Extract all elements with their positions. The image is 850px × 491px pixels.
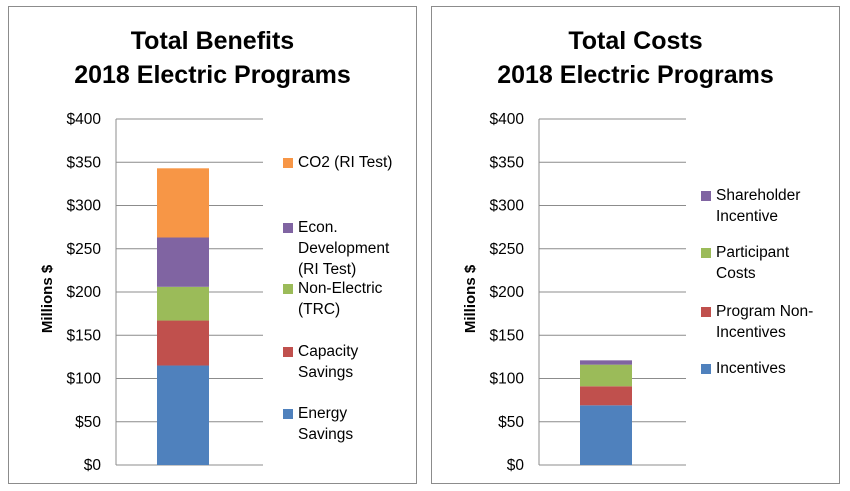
bar-segment-capacity-savings bbox=[157, 320, 209, 366]
y-tick-label: $400 bbox=[67, 111, 102, 128]
bar-segment-program-non-incentives bbox=[580, 386, 632, 406]
bar-segment-econ-development-ri-test bbox=[157, 237, 209, 287]
y-tick-label: $250 bbox=[67, 241, 102, 258]
costs-legend: Shareholder Incentive Participant Costs … bbox=[701, 7, 841, 485]
costs-chart-plot: Millions $ $0 $50 $100 $150 $200 $250 $300 $350… bbox=[462, 111, 686, 474]
legend-label-energy-savings: Energy Savings bbox=[298, 405, 354, 443]
benefits-title-line2: 2018 Electric Programs bbox=[74, 61, 351, 89]
legend-swatch-shareholder-incentive bbox=[701, 191, 711, 201]
legend-label-incentives: Incentives bbox=[716, 360, 786, 377]
legend-swatch-energy-savings bbox=[283, 409, 293, 419]
y-tick-label: $250 bbox=[490, 241, 525, 258]
legend-label-capacity-savings: Capacity Savings bbox=[298, 343, 359, 381]
legend-swatch-participant-costs bbox=[701, 248, 711, 258]
benefits-plot-area: $0 $50 $100 $150 $200 $250 $300 $350 $400 bbox=[67, 111, 263, 474]
legend-swatch-econ-development bbox=[283, 223, 293, 233]
bar-segment-energy-savings bbox=[157, 365, 209, 465]
y-tick-label: $150 bbox=[67, 327, 102, 344]
benefits-chart-panel: Total Benefits 2018 Electric Programs Mi… bbox=[8, 6, 417, 484]
legend-swatch-co2 bbox=[283, 158, 293, 168]
legend-label-participant-costs: Participant Costs bbox=[716, 244, 790, 282]
y-tick-label: $300 bbox=[490, 198, 525, 215]
legend-swatch-incentives bbox=[701, 364, 711, 374]
legend-label-program-non-incentives: Program Non-Incentives bbox=[716, 303, 814, 341]
legend-swatch-program-non-incentives bbox=[701, 307, 711, 317]
benefits-y-axis-label: Millions $ bbox=[39, 264, 56, 333]
y-tick-label: $100 bbox=[67, 371, 102, 388]
y-tick-label: $50 bbox=[498, 414, 524, 431]
y-tick-label: $200 bbox=[67, 284, 102, 301]
legend-swatch-non-electric bbox=[283, 284, 293, 294]
y-tick-label: $400 bbox=[490, 111, 525, 128]
y-tick-label: $0 bbox=[507, 457, 525, 474]
y-tick-label: $350 bbox=[490, 154, 525, 171]
benefits-title-line1: Total Benefits bbox=[130, 27, 295, 55]
y-tick-label: $150 bbox=[490, 327, 525, 344]
bar-segment-incentives bbox=[580, 405, 632, 465]
legend-swatch-capacity-savings bbox=[283, 347, 293, 357]
y-tick-label: $100 bbox=[490, 371, 525, 388]
benefits-chart-title: Total Benefits 2018 Electric Programs bbox=[9, 24, 416, 92]
benefits-chart-plot: Millions $ $0 $50 $100 $150 $200 $250 $300 $350… bbox=[39, 111, 263, 474]
y-tick-label: $200 bbox=[490, 284, 525, 301]
bar-segment-co2-ri-test bbox=[157, 168, 209, 238]
y-tick-label: $0 bbox=[84, 457, 102, 474]
costs-y-axis-label: Millions $ bbox=[462, 264, 479, 333]
legend-label-shareholder-incentive: Shareholder Incentive bbox=[716, 187, 801, 225]
costs-plot-area: $0 $50 $100 $150 $200 $250 $300 $350 $400 bbox=[490, 111, 686, 474]
bar-segment-non-electric-trc bbox=[157, 286, 209, 321]
y-tick-label: $300 bbox=[67, 198, 102, 215]
legend-label-non-electric: Non-Electric (TRC) bbox=[298, 280, 383, 318]
costs-title-line2: 2018 Electric Programs bbox=[497, 61, 774, 89]
legend-label-co2: CO2 (RI Test) bbox=[298, 154, 393, 171]
costs-title-line1: Total Costs bbox=[568, 27, 703, 55]
bar-segment-participant-costs bbox=[580, 364, 632, 387]
costs-chart-panel: Total Costs 2018 Electric Programs Milli… bbox=[431, 6, 840, 484]
legend-label-econ-development: Econ. Development (RI Test) bbox=[298, 219, 390, 278]
y-tick-label: $350 bbox=[67, 154, 102, 171]
y-tick-label: $50 bbox=[75, 414, 101, 431]
costs-chart-title: Total Costs 2018 Electric Programs bbox=[432, 24, 839, 92]
bar-segment-shareholder-incentive bbox=[580, 360, 632, 365]
benefits-legend: CO2 (RI Test) Econ. Development (RI Test… bbox=[283, 7, 418, 485]
